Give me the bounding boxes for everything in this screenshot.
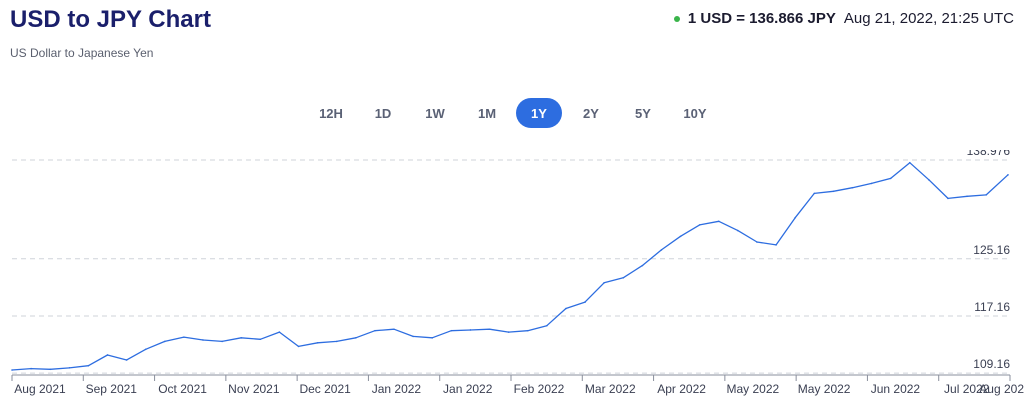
tab-5y[interactable]: 5Y	[635, 105, 651, 121]
data-point	[164, 340, 166, 343]
data-point	[11, 369, 13, 371]
data-point	[565, 307, 567, 310]
x-tick-label: Oct 2021	[158, 382, 207, 396]
data-point	[335, 340, 338, 343]
data-point	[183, 336, 185, 338]
data-point	[908, 161, 911, 164]
data-point	[641, 264, 644, 267]
data-point	[106, 354, 109, 356]
data-point	[756, 241, 758, 243]
tab-1y[interactable]: 1Y	[516, 98, 562, 128]
data-point	[851, 186, 854, 189]
data-point	[889, 177, 892, 180]
usd-jpy-line-chart[interactable]: 109.16 117.16 125.16 138.976 Aug 2021 Sep 202…	[0, 150, 1024, 420]
data-point	[30, 367, 32, 370]
data-point	[202, 339, 204, 341]
tab-1w[interactable]: 1W	[425, 105, 445, 121]
data-point	[68, 367, 71, 369]
x-tick-label: Aug 2022	[979, 382, 1024, 396]
data-point	[355, 337, 357, 339]
data-point	[507, 331, 510, 333]
data-point	[278, 331, 281, 333]
x-tick-label: May 2022	[727, 382, 780, 396]
y-tick-label: 125.16	[973, 243, 1010, 257]
data-point	[87, 364, 90, 367]
y-tick-label: 117.16	[974, 300, 1010, 314]
series-line	[11, 162, 1009, 371]
tab-1m[interactable]: 1M	[477, 105, 497, 121]
x-tick-label: Sep 2021	[86, 382, 138, 396]
tab-2y[interactable]: 2Y	[583, 105, 599, 121]
data-point	[737, 229, 739, 232]
tab-1d[interactable]: 1D	[374, 105, 392, 121]
time-range-tabs: 12H 1D 1W 1M 1Y 2Y 5Y 10Y	[308, 98, 718, 128]
tab-12h[interactable]: 12H	[319, 105, 343, 121]
y-tick-label: 138.976	[967, 150, 1011, 158]
data-point	[870, 182, 873, 185]
data-point	[660, 249, 663, 251]
data-point	[698, 224, 701, 226]
x-tick-label: Dec 2021	[299, 382, 351, 396]
rate-timestamp: Aug 21, 2022, 21:25 UTC	[843, 10, 1014, 27]
x-tick-label: Aug 2021	[14, 382, 66, 396]
data-point	[546, 324, 548, 327]
data-point	[374, 329, 376, 332]
current-rate: 1 USD = 136.866 JPY Aug 21, 2022, 21:25 …	[673, 10, 1014, 27]
data-point	[985, 194, 987, 196]
data-point	[928, 179, 930, 181]
rate-value: 1 USD = 136.866 JPY	[687, 10, 836, 27]
page-title: USD to JPY Chart	[10, 6, 211, 33]
data-point	[622, 276, 625, 279]
x-tick-label: Feb 2022	[514, 382, 565, 396]
page-subtitle: US Dollar to Japanese Yen	[10, 46, 154, 60]
data-point	[832, 190, 835, 193]
data-point	[240, 337, 243, 339]
data-point	[125, 359, 128, 361]
x-tick-label: Jan 2022	[443, 382, 493, 396]
x-tick-label: Jan 2022	[372, 382, 422, 396]
data-point	[603, 281, 605, 284]
data-point	[221, 340, 223, 343]
x-tick-label: Apr 2022	[657, 382, 706, 396]
live-status-dot-icon	[673, 15, 680, 22]
data-point	[431, 337, 434, 339]
data-point	[584, 301, 586, 303]
data-point	[1007, 174, 1009, 176]
data-point	[526, 329, 529, 332]
data-point	[813, 192, 816, 195]
data-point	[412, 335, 414, 338]
x-tick-label: Jul 2022	[944, 382, 990, 396]
data-point	[794, 216, 796, 219]
data-point	[488, 328, 491, 331]
data-point	[259, 338, 262, 341]
data-point	[144, 348, 147, 351]
y-tick-label: 109.16	[973, 357, 1010, 371]
data-point	[316, 342, 319, 344]
data-point	[469, 329, 472, 331]
data-point	[679, 235, 682, 238]
data-point	[947, 197, 949, 200]
data-point	[450, 329, 453, 332]
data-point	[717, 220, 720, 223]
x-tick-label: Nov 2021	[228, 382, 280, 396]
data-point	[775, 244, 777, 246]
data-point	[393, 328, 395, 331]
x-tick-label: May 2022	[798, 382, 851, 396]
x-tick-label: Mar 2022	[585, 382, 636, 396]
data-point	[966, 195, 968, 198]
x-tick-label: Jun 2022	[871, 382, 921, 396]
data-point	[297, 345, 300, 348]
tab-10y[interactable]: 10Y	[683, 105, 707, 121]
data-point	[49, 368, 52, 371]
